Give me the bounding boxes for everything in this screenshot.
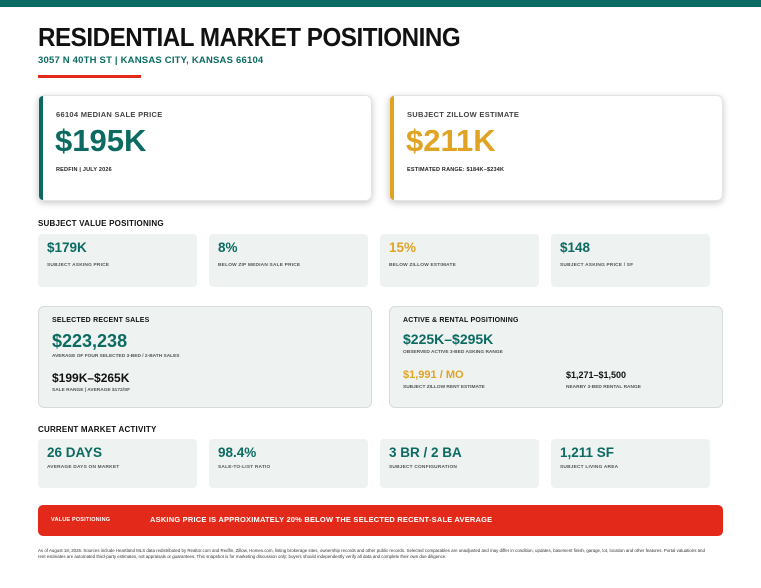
stat-label: SUBJECT CONFIGURATION — [389, 465, 458, 470]
recent-sales-average: $223,238 — [52, 331, 128, 351]
stat-tile: 98.4% SALE-TO-LIST RATIO — [209, 439, 368, 488]
top-accent-bar — [0, 0, 761, 7]
nearby-rent-range: $1,271–$1,500 — [566, 370, 627, 380]
active-asking-label: OBSERVED ACTIVE 3-BED ASKING RANGE — [403, 350, 503, 355]
stat-tile: 15% BELOW ZILLOW ESTIMATE — [380, 234, 539, 287]
card-accent-bar — [39, 96, 43, 200]
active-asking-range: $225K–$295K — [403, 331, 494, 347]
recent-sales-range-label: SALE RANGE | AVERAGE $172/SF — [52, 388, 131, 393]
recent-sales-average-label: AVERAGE OF FOUR SELECTED 3-BED / 2-BATH … — [52, 354, 180, 359]
stat-label: SUBJECT ASKING PRICE / SF — [560, 263, 634, 268]
callout-key: VALUE POSITIONING — [51, 517, 111, 523]
callout-message: ASKING PRICE IS APPROXIMATELY 20% BELOW … — [150, 515, 493, 524]
stat-label: BELOW ZILLOW ESTIMATE — [389, 263, 456, 268]
stat-tile: 26 DAYS AVERAGE DAYS ON MARKET — [38, 439, 197, 488]
zillow-estimate-label: SUBJECT ZILLOW ESTIMATE — [407, 110, 520, 119]
title-underline — [38, 75, 141, 78]
card-accent-bar — [390, 96, 394, 200]
stat-label: SALE-TO-LIST RATIO — [218, 465, 271, 470]
stat-tile: $148 SUBJECT ASKING PRICE / SF — [551, 234, 710, 287]
stat-value: $179K — [47, 240, 87, 255]
zillow-estimate-card: SUBJECT ZILLOW ESTIMATE $211K ESTIMATED … — [389, 95, 723, 201]
market-activity-heading: CURRENT MARKET ACTIVITY — [38, 425, 157, 434]
stat-tile: 3 BR / 2 BA SUBJECT CONFIGURATION — [380, 439, 539, 488]
stat-value: 8% — [218, 240, 238, 255]
median-sale-value: $195K — [55, 123, 147, 158]
value-positioning-callout: VALUE POSITIONING ASKING PRICE IS APPROX… — [38, 505, 723, 536]
disclaimer-footer: As of August 18, 2026. Sources include H… — [38, 548, 705, 559]
value-positioning-heading: SUBJECT VALUE POSITIONING — [38, 219, 164, 228]
stat-label: BELOW ZIP MEDIAN SALE PRICE — [218, 263, 301, 268]
median-sale-price-card: 66104 MEDIAN SALE PRICE $195K REDFIN | J… — [38, 95, 372, 201]
recent-sales-panel: SELECTED RECENT SALES $223,238 AVERAGE O… — [38, 306, 372, 408]
zillow-estimate-range: ESTIMATED RANGE: $184K–$234K — [407, 167, 505, 173]
stat-tile: 1,211 SF SUBJECT LIVING AREA — [551, 439, 710, 488]
recent-sales-heading: SELECTED RECENT SALES — [52, 317, 150, 324]
stat-value: 98.4% — [218, 445, 257, 460]
stat-tile: 8% BELOW ZIP MEDIAN SALE PRICE — [209, 234, 368, 287]
nearby-rent-label: NEARBY 3-BED RENTAL RANGE — [566, 385, 641, 390]
stat-tile: $179K SUBJECT ASKING PRICE — [38, 234, 197, 287]
stat-label: SUBJECT LIVING AREA — [560, 465, 619, 470]
stat-value: $148 — [560, 240, 591, 255]
stat-label: AVERAGE DAYS ON MARKET — [47, 465, 120, 470]
property-address: 3057 N 40TH ST | KANSAS CITY, KANSAS 661… — [38, 55, 264, 66]
median-sale-source: REDFIN | JULY 2026 — [56, 167, 112, 173]
stat-value: 26 DAYS — [47, 445, 103, 460]
stat-value: 1,211 SF — [560, 445, 615, 460]
zillow-rent-estimate: $1,991 / MO — [403, 369, 464, 381]
stat-value: 15% — [389, 240, 417, 255]
stat-label: SUBJECT ASKING PRICE — [47, 263, 110, 268]
active-rental-panel: ACTIVE & RENTAL POSITIONING $225K–$295K … — [389, 306, 723, 408]
page-title: RESIDENTIAL MARKET POSITIONING — [38, 22, 461, 52]
stat-value: 3 BR / 2 BA — [389, 445, 462, 460]
median-sale-label: 66104 MEDIAN SALE PRICE — [56, 110, 163, 119]
active-rental-heading: ACTIVE & RENTAL POSITIONING — [403, 317, 519, 324]
recent-sales-range: $199K–$265K — [52, 371, 130, 385]
zillow-estimate-value: $211K — [406, 123, 496, 158]
zillow-rent-label: SUBJECT ZILLOW RENT ESTIMATE — [403, 385, 485, 390]
